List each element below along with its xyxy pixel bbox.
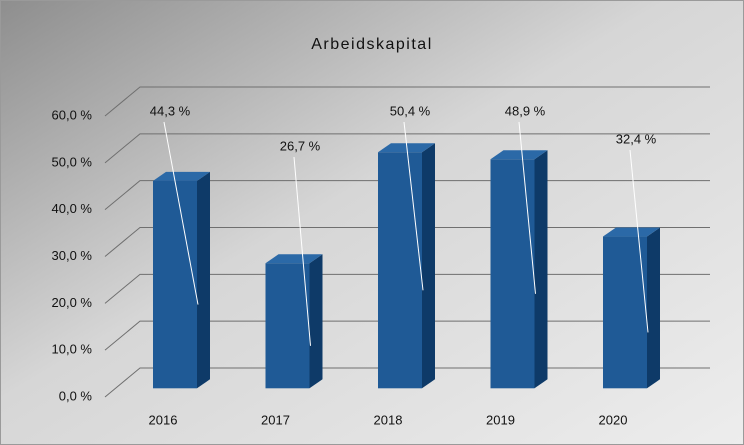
grid-line <box>104 86 710 117</box>
bar <box>153 180 197 389</box>
data-label: 50,4 % <box>390 103 431 118</box>
data-label: 44,3 % <box>150 103 191 118</box>
y-tick-label: 20,0 % <box>52 295 93 310</box>
bar-top <box>153 171 210 181</box>
bar-side <box>422 143 435 389</box>
y-tick-label: 50,0 % <box>52 154 93 169</box>
leader-line <box>293 156 311 346</box>
y-tick-label: 60,0 % <box>52 107 93 122</box>
x-tick-label: 2017 <box>261 412 290 427</box>
leader-line <box>163 121 199 305</box>
bar-side <box>534 150 548 389</box>
bar-top <box>490 150 548 160</box>
data-label: 32,4 % <box>616 131 657 146</box>
bar-top <box>603 227 660 237</box>
bar <box>265 263 310 389</box>
y-tick-label: 30,0 % <box>52 248 93 263</box>
bar-top <box>265 254 323 264</box>
data-label: 26,7 % <box>280 138 321 153</box>
bar <box>378 152 422 389</box>
x-tick-label: 2018 <box>374 412 403 427</box>
bar-side <box>197 171 210 389</box>
leader-line <box>403 121 424 291</box>
x-tick-label: 2016 <box>149 412 178 427</box>
y-tick-label: 40,0 % <box>52 201 93 216</box>
leader-line <box>518 121 536 294</box>
x-tick-label: 2020 <box>599 412 628 427</box>
bar-side <box>647 227 660 389</box>
bar <box>490 159 535 389</box>
y-tick-label: 10,0 % <box>52 342 93 357</box>
bar-side <box>309 254 323 389</box>
bar <box>603 236 647 389</box>
y-tick-label: 0,0 % <box>59 388 93 403</box>
data-label: 48,9 % <box>505 103 546 118</box>
x-tick-label: 2019 <box>486 412 515 427</box>
chart-title: Arbeidskapital <box>311 36 433 53</box>
leader-line <box>629 149 649 333</box>
